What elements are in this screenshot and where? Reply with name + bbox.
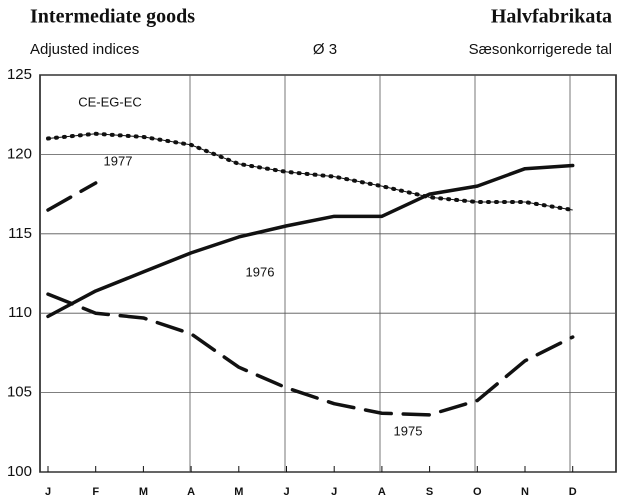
y-tick-label: 115 bbox=[8, 225, 32, 242]
x-tick-label: A bbox=[187, 486, 195, 498]
series-label: 1977 bbox=[104, 153, 133, 168]
y-tick-label: 105 bbox=[7, 384, 32, 401]
chart-title-right: Halvfabrikata bbox=[491, 6, 612, 28]
series-line bbox=[46, 181, 98, 212]
series-line bbox=[46, 131, 575, 212]
x-tick-label: J bbox=[331, 486, 337, 498]
x-tick-label: D bbox=[569, 486, 577, 498]
x-tick-label: J bbox=[45, 486, 51, 498]
series-label: 1976 bbox=[246, 264, 275, 279]
y-tick-label: 120 bbox=[7, 145, 32, 162]
series-line bbox=[46, 292, 575, 417]
subtitle: Adjusted indices bbox=[30, 41, 139, 58]
x-tick-label: J bbox=[283, 486, 289, 498]
chart-title: Intermediate goods bbox=[30, 6, 195, 28]
x-tick-label: M bbox=[139, 486, 148, 498]
series-label: 1975 bbox=[394, 423, 423, 438]
subtitle-center: Ø 3 bbox=[313, 41, 337, 58]
x-tick-label: O bbox=[473, 486, 482, 498]
x-tick-label: A bbox=[378, 486, 386, 498]
x-tick-label: F bbox=[92, 486, 99, 498]
x-tick-label: S bbox=[426, 486, 433, 498]
y-tick-label: 110 bbox=[8, 304, 32, 321]
y-tick-label: 125 bbox=[7, 66, 32, 83]
series-line bbox=[46, 163, 575, 319]
series-line-thin bbox=[47, 133, 573, 211]
y-tick-label: 100 bbox=[7, 463, 32, 480]
subtitle-right: Sæsonkorrigerede tal bbox=[469, 41, 612, 58]
x-tick-label: N bbox=[521, 486, 529, 498]
series-label: CE-EG-EC bbox=[78, 94, 142, 109]
x-tick-label: M bbox=[234, 486, 243, 498]
